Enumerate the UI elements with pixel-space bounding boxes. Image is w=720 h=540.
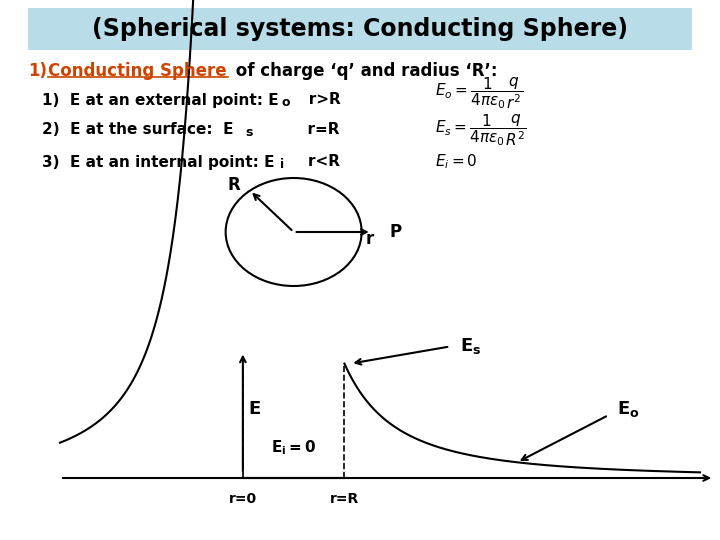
Text: r=R: r=R bbox=[330, 492, 359, 506]
Text: (Spherical systems: Conducting Sphere): (Spherical systems: Conducting Sphere) bbox=[92, 17, 628, 41]
Text: o: o bbox=[282, 97, 290, 110]
Text: 1)  E at an external point: E: 1) E at an external point: E bbox=[42, 92, 279, 107]
Text: s: s bbox=[245, 126, 253, 139]
Text: R: R bbox=[228, 176, 240, 194]
Text: r>R: r>R bbox=[293, 92, 341, 107]
Text: 1): 1) bbox=[28, 62, 47, 80]
Text: $E_i = 0$: $E_i = 0$ bbox=[435, 153, 477, 171]
Text: $E_o = \dfrac{1}{4\pi\varepsilon_0}\dfrac{q}{r^2}$: $E_o = \dfrac{1}{4\pi\varepsilon_0}\dfra… bbox=[435, 75, 523, 111]
Text: i: i bbox=[280, 159, 284, 172]
Text: $\mathbf{E_o}$: $\mathbf{E_o}$ bbox=[616, 399, 639, 419]
Text: $\mathbf{E_s}$: $\mathbf{E_s}$ bbox=[460, 336, 482, 356]
Text: $E_s = \dfrac{1}{4\pi\varepsilon_0}\dfrac{q}{R^2}$: $E_s = \dfrac{1}{4\pi\varepsilon_0}\dfra… bbox=[435, 112, 526, 148]
Text: r=0: r=0 bbox=[229, 492, 257, 506]
Text: 3)  E at an internal point: E: 3) E at an internal point: E bbox=[42, 154, 274, 170]
Text: r=R: r=R bbox=[255, 123, 340, 138]
Text: r<R: r<R bbox=[287, 154, 340, 170]
Text: E: E bbox=[249, 400, 261, 418]
Text: 2)  E at the surface:  E: 2) E at the surface: E bbox=[42, 123, 233, 138]
Text: P: P bbox=[390, 223, 402, 241]
Text: r: r bbox=[366, 230, 374, 248]
Text: Conducting Sphere: Conducting Sphere bbox=[48, 62, 227, 80]
Text: of charge ‘q’ and radius ‘R’:: of charge ‘q’ and radius ‘R’: bbox=[230, 62, 498, 80]
Text: $\mathbf{E_i=0}$: $\mathbf{E_i=0}$ bbox=[271, 438, 316, 457]
FancyBboxPatch shape bbox=[28, 8, 692, 50]
